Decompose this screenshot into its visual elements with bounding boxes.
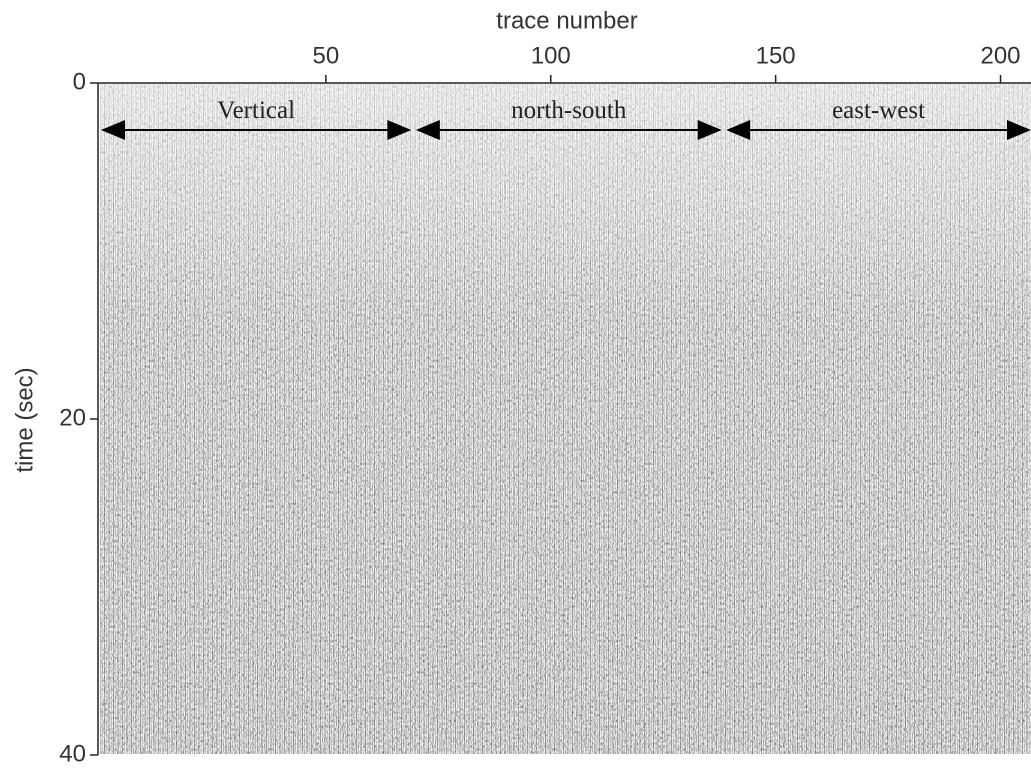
y-tick-label: 40 bbox=[59, 740, 86, 767]
arrow-head bbox=[726, 120, 751, 141]
arrow-head bbox=[415, 120, 440, 141]
x-tick-label: 150 bbox=[756, 42, 796, 69]
annotation: Vertical bbox=[101, 97, 412, 141]
y-axis-title: time (sec) bbox=[11, 367, 38, 472]
x-axis-title: trace number bbox=[496, 7, 637, 34]
annotation-label: north-south bbox=[511, 97, 627, 124]
annotation: north-south bbox=[415, 97, 722, 141]
arrow-head bbox=[1007, 120, 1031, 141]
arrow-head bbox=[697, 120, 722, 141]
arrow-head bbox=[387, 120, 412, 141]
y-tick-label: 20 bbox=[59, 404, 86, 431]
annotation: east-west bbox=[726, 97, 1031, 141]
x-tick-label: 200 bbox=[980, 42, 1020, 69]
annotation-label: east-west bbox=[832, 97, 925, 124]
annotation-label: Vertical bbox=[217, 97, 295, 124]
seismogram-image bbox=[100, 84, 1031, 754]
arrow-head bbox=[101, 120, 125, 141]
y-tick-label: 0 bbox=[73, 68, 86, 95]
axes: trace number time (sec) 50 100 150 200 0 20 40 Ve… bbox=[11, 7, 1031, 767]
x-tick-label: 50 bbox=[313, 42, 340, 69]
x-tick-label: 100 bbox=[531, 42, 571, 69]
